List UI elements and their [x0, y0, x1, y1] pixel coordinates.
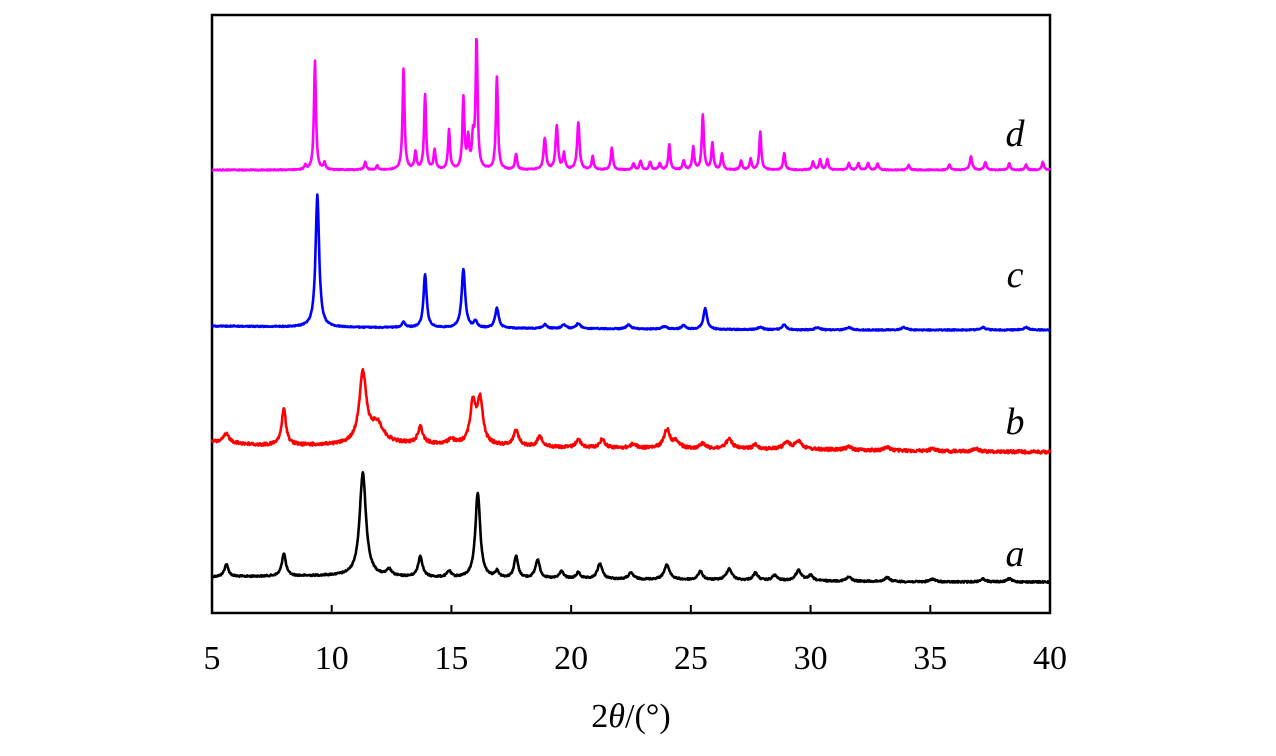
x-tick-label-30: 30 — [794, 640, 828, 677]
plot-frame — [210, 13, 1052, 615]
x-tick-label-5: 5 — [204, 640, 221, 677]
x-tick-label-20: 20 — [554, 640, 588, 677]
series-label-b: b — [1006, 401, 1025, 443]
series-label-c: c — [1007, 254, 1024, 296]
x-axis-title-symbol: θ — [608, 698, 625, 735]
series-layer — [210, 37, 1052, 584]
series-line-b — [210, 368, 1052, 455]
x-axis-title-suffix: /(°) — [625, 698, 671, 735]
series-label-a: a — [1006, 533, 1025, 575]
series-line-d — [211, 37, 1052, 172]
x-tick-label-10: 10 — [315, 640, 349, 677]
x-tick-label-25: 25 — [674, 640, 708, 677]
x-tick-label-40: 40 — [1033, 640, 1067, 677]
x-tick-label-35: 35 — [913, 640, 947, 677]
series-line-c — [211, 193, 1051, 332]
series-labels: a b c d — [1006, 113, 1026, 575]
series-line-a — [211, 471, 1051, 584]
x-tick-label-15: 15 — [434, 640, 468, 677]
x-axis-title: 2θ/(°) — [591, 698, 670, 735]
x-axis: 5 10 15 20 25 30 35 40 — [204, 605, 1067, 677]
series-label-d: d — [1006, 113, 1026, 155]
x-axis-title-prefix: 2 — [591, 698, 608, 735]
